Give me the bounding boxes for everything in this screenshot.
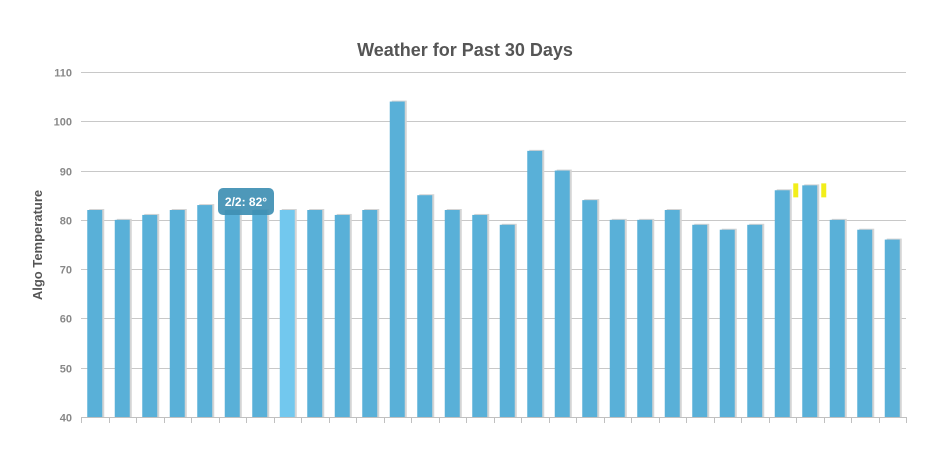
bar bbox=[197, 205, 213, 417]
y-tick-label: 40 bbox=[60, 413, 72, 425]
y-tick-label: 80 bbox=[60, 216, 72, 228]
selection-markers bbox=[793, 183, 827, 198]
bar bbox=[774, 190, 790, 417]
bar bbox=[857, 229, 873, 417]
bar bbox=[554, 170, 570, 417]
bar bbox=[692, 224, 708, 417]
bar bbox=[87, 210, 103, 417]
bar bbox=[114, 219, 130, 417]
bar bbox=[719, 229, 735, 417]
bar bbox=[802, 185, 818, 417]
y-tick-label: 50 bbox=[60, 364, 72, 376]
bar bbox=[884, 239, 900, 417]
bar bbox=[664, 210, 680, 417]
bar bbox=[417, 195, 433, 417]
bar bbox=[362, 210, 378, 417]
bar bbox=[747, 224, 763, 417]
bar bbox=[389, 101, 405, 418]
bar bbox=[142, 214, 158, 417]
gridlines bbox=[81, 72, 906, 418]
bar bbox=[609, 219, 625, 417]
bar bbox=[829, 219, 845, 417]
bar bbox=[334, 214, 350, 417]
x-axis bbox=[81, 417, 907, 423]
bar bbox=[582, 200, 598, 417]
y-tick-labels: 40 50 60 70 80 90 100 110 bbox=[54, 68, 72, 425]
bar bbox=[224, 210, 240, 417]
chart-title: Weather for Past 30 Days bbox=[357, 40, 573, 60]
bar bbox=[444, 210, 460, 417]
bar bbox=[252, 210, 268, 417]
tooltip-background bbox=[218, 188, 274, 215]
y-tick-label: 100 bbox=[54, 117, 72, 129]
tooltip: 2/2: 82° bbox=[218, 188, 274, 215]
selection-marker-right bbox=[821, 183, 827, 198]
y-tick-label: 60 bbox=[60, 314, 72, 326]
bar bbox=[527, 150, 543, 417]
bar bbox=[279, 210, 295, 417]
y-axis-label: Algo Temperature bbox=[30, 190, 45, 300]
y-tick-label: 110 bbox=[54, 68, 72, 80]
bar bbox=[169, 210, 185, 417]
bar bbox=[637, 219, 653, 417]
selection-marker-left bbox=[793, 183, 799, 198]
bar bbox=[499, 224, 515, 417]
bar bbox=[472, 214, 488, 417]
tooltip-text: 2/2: 82° bbox=[225, 195, 267, 209]
y-tick-label: 90 bbox=[60, 167, 72, 179]
bars bbox=[87, 100, 902, 418]
bar bbox=[307, 210, 323, 417]
y-tick-label: 70 bbox=[60, 265, 72, 277]
